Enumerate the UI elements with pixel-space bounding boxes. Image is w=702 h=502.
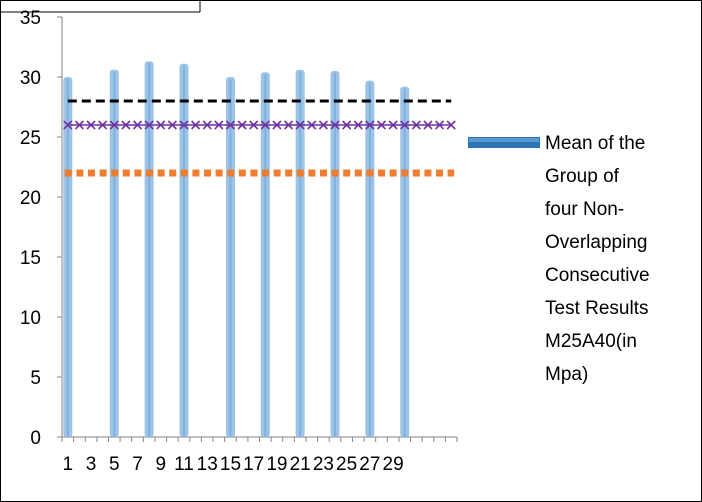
legend-label-line: Test Results xyxy=(545,298,648,319)
x-tick-label: 5 xyxy=(109,454,120,475)
y-tick-label: 25 xyxy=(20,128,41,149)
x-marker xyxy=(376,120,387,130)
x-tick-label: 15 xyxy=(220,454,241,475)
legend-label-line: Consecutive xyxy=(545,265,650,286)
legend-label-line: four Non- xyxy=(545,199,624,220)
legend-label-line: M25A40(in xyxy=(545,331,637,352)
x-marker xyxy=(74,120,84,130)
bar-shading xyxy=(113,71,116,438)
legend-label-line: Overlapping xyxy=(545,232,647,253)
y-axis: 0 5 10 15 20 25 30 35 xyxy=(20,8,63,449)
x-marker xyxy=(423,120,433,130)
x-marker xyxy=(295,120,305,130)
legend-label-line: Mpa) xyxy=(545,364,588,385)
x-marker xyxy=(167,120,177,130)
x-tick-label: 19 xyxy=(266,454,287,475)
y-tick-label: 10 xyxy=(20,308,41,329)
x-marker xyxy=(237,120,247,130)
y-tick-label: 20 xyxy=(20,188,41,209)
bar-shading xyxy=(368,82,371,437)
x-tick-label: 23 xyxy=(313,454,334,475)
x-marker xyxy=(342,120,352,130)
x-marker xyxy=(365,120,375,130)
x-marker xyxy=(225,120,236,130)
x-marker xyxy=(214,120,224,130)
bar-shading xyxy=(403,88,406,437)
x-marker xyxy=(156,120,166,130)
x-marker xyxy=(179,120,189,130)
bar-shading xyxy=(66,79,69,437)
x-marker xyxy=(63,120,73,130)
x-tick-label: 9 xyxy=(155,454,166,475)
x-marker xyxy=(272,120,282,130)
x-marker xyxy=(353,120,363,130)
x-tick-label: 1 xyxy=(63,454,74,475)
x-marker xyxy=(86,120,96,130)
y-tick-label: 35 xyxy=(20,8,41,29)
x-tick-label: 21 xyxy=(290,454,311,475)
reference-lines xyxy=(63,99,456,177)
x-marker xyxy=(435,120,445,130)
x-marker xyxy=(307,120,317,130)
bar-shading xyxy=(299,71,302,438)
x-marker xyxy=(121,120,131,130)
x-marker xyxy=(98,120,108,130)
x-tick-label: 17 xyxy=(243,454,264,475)
x-marker xyxy=(260,120,270,130)
x-marker xyxy=(411,120,421,130)
y-tick-label: 15 xyxy=(20,248,41,269)
x-tick-label: 3 xyxy=(86,454,97,475)
x-marker xyxy=(400,120,410,130)
y-tick-label: 0 xyxy=(30,428,41,449)
x-axis: 1 3 5 7 9 11 13 15 17 19 21 23 25 27 29 xyxy=(61,436,458,475)
x-marker xyxy=(132,120,143,130)
x-tick-label: 25 xyxy=(336,454,357,475)
x-marker xyxy=(191,120,201,130)
legend-swatch xyxy=(468,137,540,148)
x-tick-label: 29 xyxy=(383,454,404,475)
x-tick-label: 11 xyxy=(174,454,194,475)
x-marker xyxy=(144,120,154,130)
y-tick-label: 30 xyxy=(20,68,41,89)
x-tick-label: 7 xyxy=(132,454,143,475)
bar-shading xyxy=(182,65,185,438)
x-marker xyxy=(388,120,398,130)
bar-shading xyxy=(148,63,151,438)
x-marker xyxy=(330,120,340,130)
legend-swatch-highlight xyxy=(469,138,539,142)
legend-label-line: Group of xyxy=(545,166,620,187)
legend-label-line: Mean of the xyxy=(545,133,645,154)
x-marker xyxy=(109,120,119,130)
legend: Mean of the Group of four Non- Overlappi… xyxy=(468,133,650,385)
x-marker xyxy=(446,120,456,130)
bar-shading xyxy=(229,79,232,437)
bar-series xyxy=(63,61,410,438)
bar-shading xyxy=(334,73,337,437)
x-marker xyxy=(318,120,328,130)
x-tick-label: 13 xyxy=(197,454,218,475)
x-marker xyxy=(202,120,212,130)
x-marker xyxy=(249,120,259,130)
y-tick-label: 5 xyxy=(30,368,41,389)
x-tick-label: 27 xyxy=(359,454,380,475)
bar-shading xyxy=(264,74,267,437)
x-marker xyxy=(283,120,294,130)
